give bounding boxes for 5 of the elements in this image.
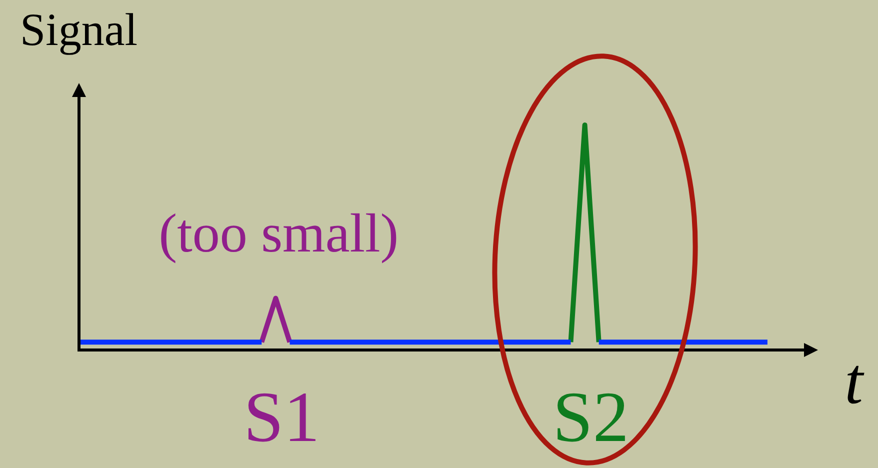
series-label: S2 [552,377,629,457]
series-label: S1 [244,377,320,457]
x-axis-title: t [844,345,865,418]
y-axis-title: Signal [20,4,138,55]
annotation: (too small) [158,202,399,264]
